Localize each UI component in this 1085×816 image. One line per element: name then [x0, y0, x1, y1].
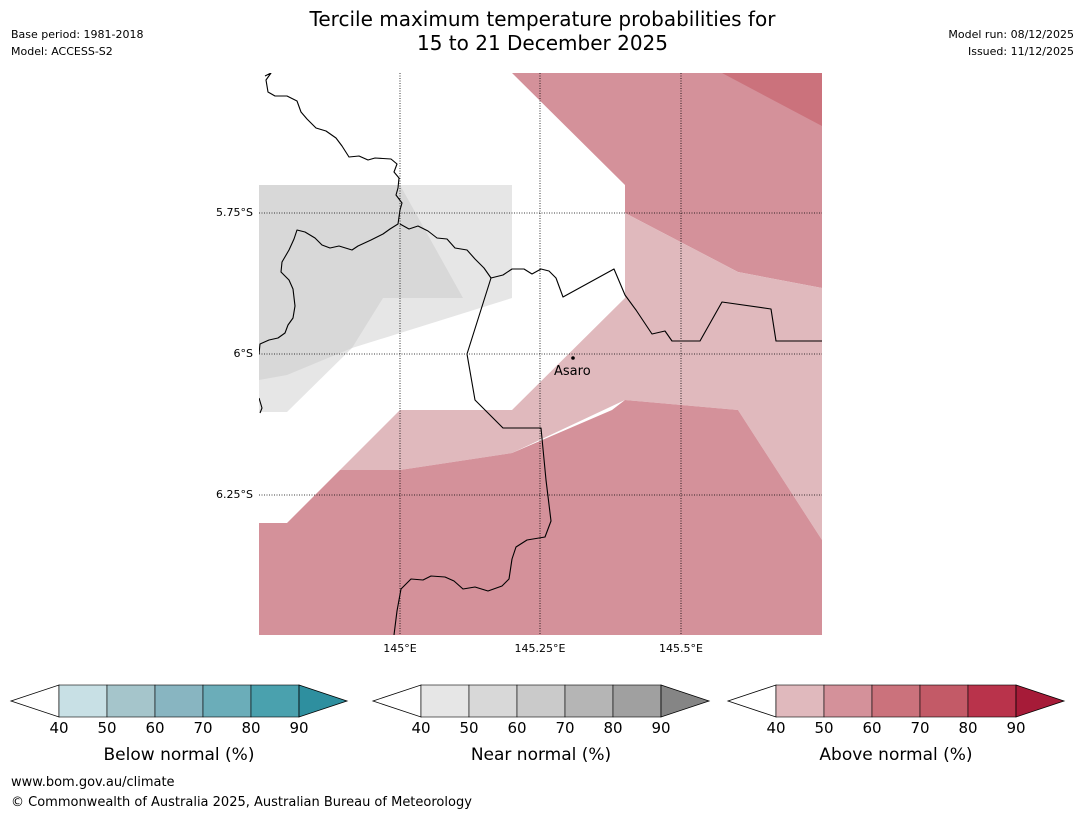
near-tick-70: 70: [555, 719, 575, 737]
above-tick-80: 80: [958, 719, 978, 737]
region-above-40-band: [340, 213, 822, 540]
above-normal-label: Above normal (%): [819, 745, 973, 765]
below-tick-50: 50: [97, 719, 117, 737]
colorbar-above-over: [1015, 684, 1066, 718]
above-tick-60: 60: [862, 719, 882, 737]
colorbar-above-swatch-60: [871, 684, 921, 718]
lon-label-145-25: 145.25°E: [514, 642, 566, 655]
below-normal-label: Below normal (%): [103, 745, 255, 765]
above-tick-50: 50: [814, 719, 834, 737]
colorbar-below-swatch-80: [250, 684, 300, 718]
below-tick-40: 40: [49, 719, 69, 737]
issued-date: Issued: 11/12/2025: [967, 45, 1074, 58]
meta-right: Model run: 08/12/2025 Issued: 11/12/2025: [948, 26, 1074, 60]
colorbar-above: [726, 684, 1066, 718]
colorbar-below-over: [298, 684, 349, 718]
boundary-inner: [393, 277, 552, 635]
colorbar-below-swatch-60: [154, 684, 204, 718]
above-tick-40: 40: [766, 719, 786, 737]
town-label: Asaro: [554, 364, 591, 379]
above-tick-70: 70: [910, 719, 930, 737]
colorbar-near-over: [660, 684, 711, 718]
region-above-60-corner: [722, 73, 822, 126]
title-line-2: 15 to 21 December 2025: [416, 31, 668, 55]
chart-title: Tercile maximum temperature probabilitie…: [0, 7, 1085, 55]
colorbar-near-swatch-60: [516, 684, 566, 718]
base-period: Base period: 1981-2018: [11, 28, 144, 41]
colorbar-near-swatch-40: [420, 684, 470, 718]
lat-label-5-75: 5.75°S: [216, 206, 253, 219]
near-tick-60: 60: [507, 719, 527, 737]
colorbar-near-under: [371, 684, 422, 718]
colorbar-below-under: [9, 684, 60, 718]
colorbar-below: [9, 684, 349, 718]
footer-copyright: © Commonwealth of Australia 2025, Austra…: [11, 795, 472, 810]
boundary-west-tail: [259, 397, 263, 414]
colorbar-above-swatch-80: [967, 684, 1017, 718]
meta-left: Base period: 1981-2018 Model: ACCESS-S2: [11, 26, 143, 60]
colorbar-near-swatch-50: [468, 684, 518, 718]
colorbar-near: [371, 684, 711, 718]
lat-label-6: 6°S: [233, 347, 253, 360]
region-near-50: [259, 185, 463, 380]
near-tick-40: 40: [411, 719, 431, 737]
colorbar-near-swatch-70: [564, 684, 614, 718]
near-normal-label: Near normal (%): [470, 745, 612, 765]
colorbar-below-swatch-40: [58, 684, 108, 718]
lat-label-6-25: 6.25°S: [216, 488, 253, 501]
near-tick-50: 50: [459, 719, 479, 737]
boundary-central: [399, 223, 822, 342]
model-run: Model run: 08/12/2025: [948, 28, 1074, 41]
town-marker: [571, 356, 575, 360]
region-above-50-upper: [512, 73, 822, 288]
below-tick-90: 90: [289, 719, 309, 737]
colorbar-near-swatch-80: [612, 684, 662, 718]
colorbar-above-under: [726, 684, 777, 718]
colorbar-below-swatch-70: [202, 684, 252, 718]
lon-label-145: 145°E: [383, 642, 417, 655]
colorbar-below-swatch-50: [106, 684, 156, 718]
below-tick-80: 80: [241, 719, 261, 737]
model-name: Model: ACCESS-S2: [11, 45, 113, 58]
lon-label-145-5: 145.5°E: [659, 642, 703, 655]
below-tick-70: 70: [193, 719, 213, 737]
below-tick-60: 60: [145, 719, 165, 737]
near-tick-90: 90: [651, 719, 671, 737]
near-tick-80: 80: [603, 719, 623, 737]
footer-url[interactable]: www.bom.gov.au/climate: [11, 775, 175, 790]
colorbar-above-swatch-70: [919, 684, 969, 718]
boundary-west: [259, 73, 403, 355]
title-line-1: Tercile maximum temperature probabilitie…: [309, 7, 776, 31]
colorbar-above-swatch-50: [823, 684, 873, 718]
colorbar-above-swatch-40: [775, 684, 825, 718]
above-tick-90: 90: [1006, 719, 1026, 737]
